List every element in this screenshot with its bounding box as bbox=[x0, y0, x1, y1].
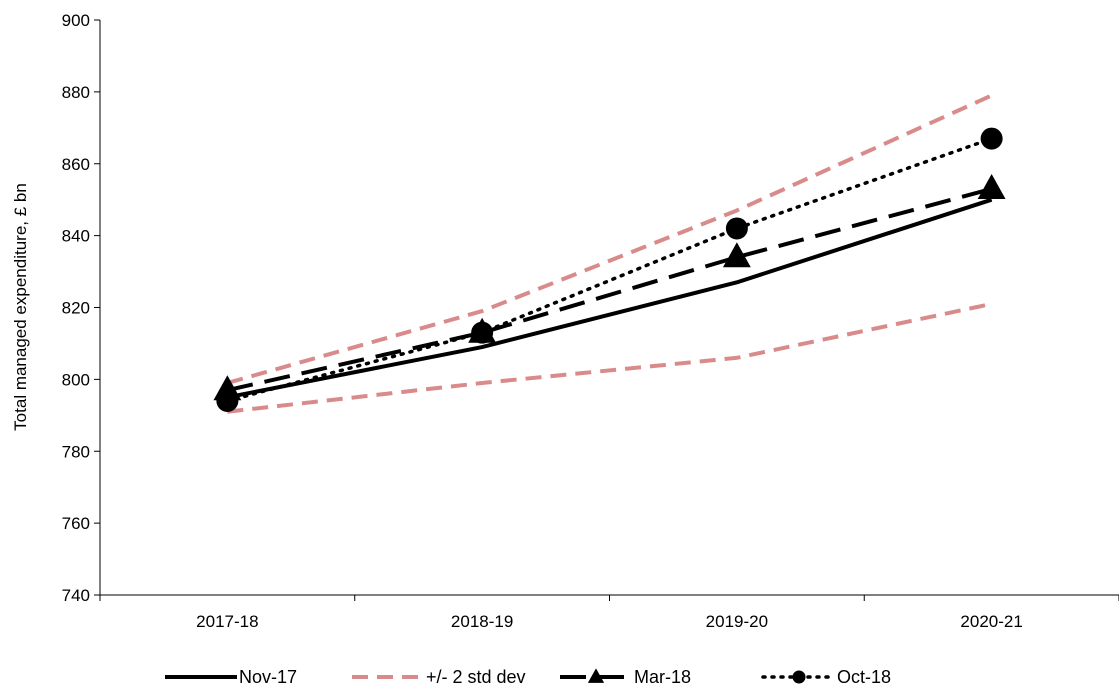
data-point-circle bbox=[980, 127, 1003, 150]
legend-label: +/- 2 std dev bbox=[426, 667, 526, 687]
y-tick-label: 780 bbox=[62, 442, 90, 461]
x-tick-label: 2019-20 bbox=[706, 612, 768, 631]
series-line bbox=[226, 186, 993, 393]
y-tick-label: 840 bbox=[62, 227, 90, 246]
y-tick-label: 900 bbox=[62, 11, 90, 30]
series-mar-18 bbox=[213, 174, 1006, 401]
series-nov-17 bbox=[226, 197, 993, 400]
series--2-std-dev bbox=[226, 93, 993, 385]
legend-marker-circle bbox=[792, 670, 806, 684]
legend-label: Nov-17 bbox=[239, 667, 297, 687]
series-line bbox=[226, 93, 993, 385]
data-point-circle bbox=[471, 321, 494, 344]
y-axis-title: Total managed expenditure, £ bn bbox=[11, 183, 30, 431]
series-layer bbox=[213, 93, 1006, 414]
axes: 740 760 780 800 820 840 860 880 900 2017-18 2018-1… bbox=[62, 11, 1119, 631]
series-line bbox=[227, 301, 993, 414]
legend-label: Mar-18 bbox=[634, 667, 691, 687]
series-line bbox=[226, 197, 993, 400]
y-tick-label: 740 bbox=[62, 586, 90, 605]
y-tick-label: 800 bbox=[62, 370, 90, 389]
series-line bbox=[225, 136, 994, 403]
series-lower-band bbox=[227, 301, 993, 414]
legend-item: +/- 2 std dev bbox=[352, 667, 526, 687]
y-tick-label: 760 bbox=[62, 514, 90, 533]
legend-item: Mar-18 bbox=[560, 667, 691, 687]
data-point-circle bbox=[725, 217, 748, 240]
series-oct-18 bbox=[216, 127, 1003, 412]
x-tick-label: 2017-18 bbox=[196, 612, 258, 631]
data-point-triangle bbox=[977, 174, 1006, 199]
data-point-triangle bbox=[722, 242, 751, 268]
legend-marker-triangle bbox=[587, 668, 605, 683]
data-point-circle bbox=[216, 389, 239, 412]
x-tick-label: 2020-21 bbox=[960, 612, 1022, 631]
legend-item: Nov-17 bbox=[165, 667, 297, 687]
legend: Nov-17 +/- 2 std dev Mar-18 Oct-18 bbox=[165, 667, 891, 687]
x-tick-label: 2018-19 bbox=[451, 612, 513, 631]
y-tick-label: 880 bbox=[62, 83, 90, 102]
legend-item: Oct-18 bbox=[761, 667, 891, 687]
y-tick-label: 860 bbox=[62, 155, 90, 174]
legend-label: Oct-18 bbox=[837, 667, 891, 687]
y-tick-label: 820 bbox=[62, 299, 90, 318]
